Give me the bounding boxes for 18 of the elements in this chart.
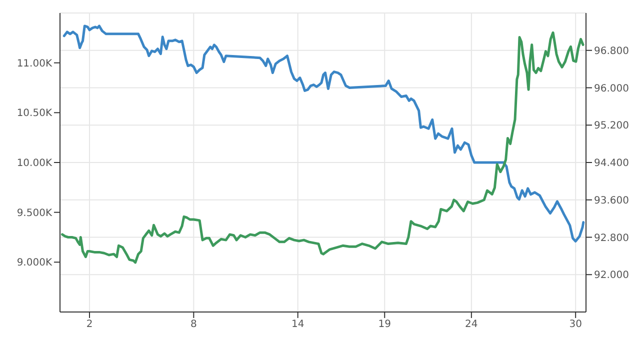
y-tick-label: 11.00K [16, 58, 52, 70]
y2-tick-label: 93.600 [594, 195, 629, 206]
y2-tick-label: 94.400 [594, 158, 629, 170]
x-tick-label: 19 [378, 319, 391, 330]
y2-tick-label: 92.800 [594, 232, 629, 244]
y2-tick-label: 92.000 [594, 270, 629, 282]
x-tick-label: 24 [465, 319, 478, 330]
x-tick-label: 14 [291, 319, 304, 330]
y2-tick-label: 95.200 [594, 120, 629, 132]
x-tick-label: 2 [86, 319, 93, 330]
y2-tick-label: 96.800 [594, 46, 629, 57]
x-tick-label: 8 [190, 319, 197, 330]
y2-tick-label: 96.000 [594, 83, 629, 94]
y-tick-label: 9.500K [16, 208, 52, 219]
x-tick-label: 30 [569, 319, 582, 330]
y-tick-label: 10.50K [16, 108, 52, 120]
y-tick-label: 10.00K [16, 158, 52, 170]
y-tick-label: 9.000K [16, 258, 52, 269]
